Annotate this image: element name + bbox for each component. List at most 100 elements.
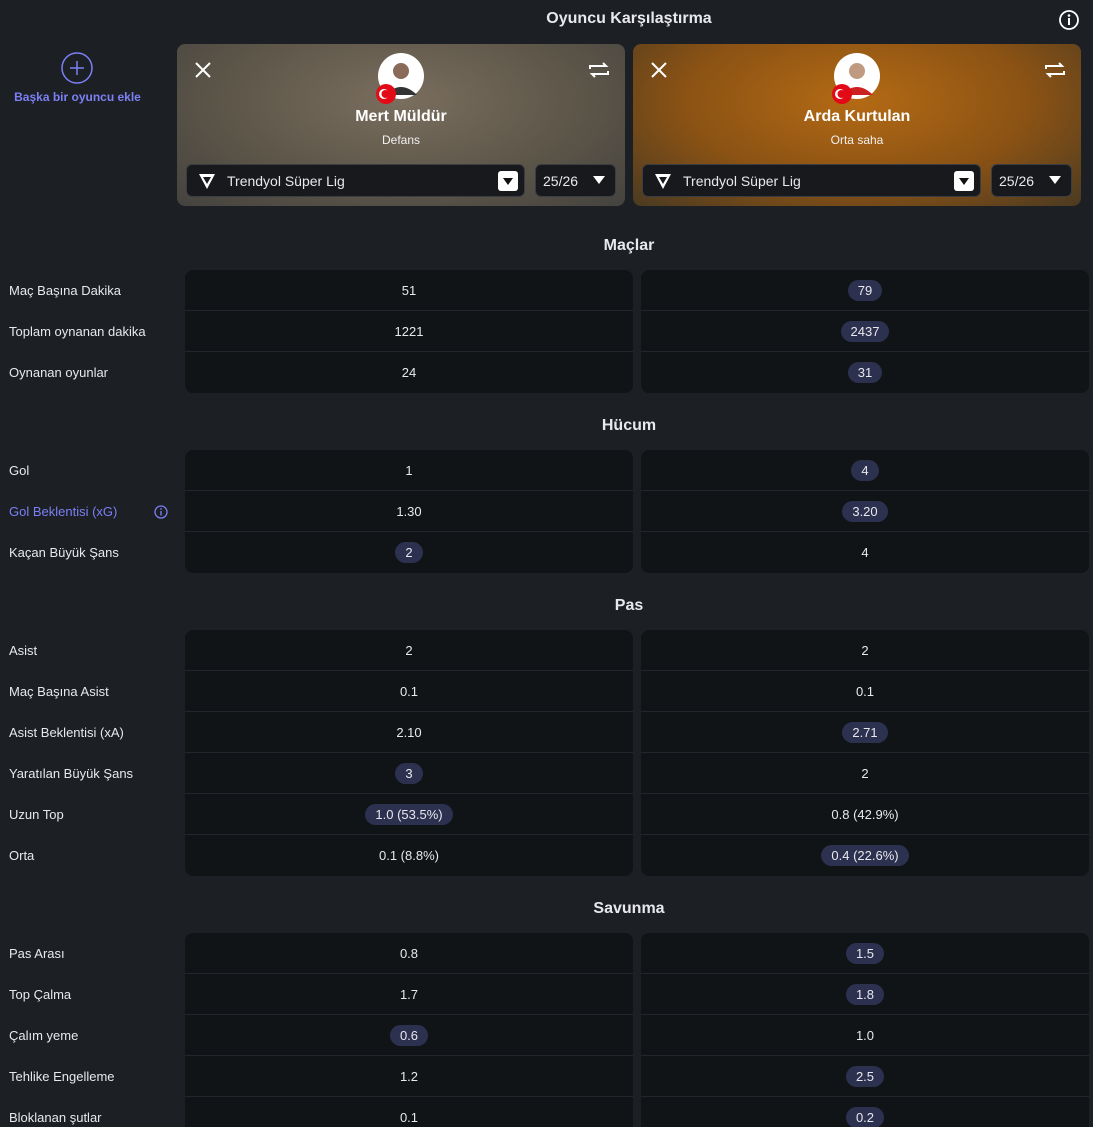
- player-name: Arda Kurtulan: [803, 108, 911, 125]
- stat-label: Maç Başına Asist: [0, 671, 177, 712]
- stat-value: 0.1: [399, 683, 419, 699]
- stat-value: 51: [401, 282, 417, 298]
- stat-cell: 79: [641, 270, 1089, 311]
- stat-value: 2: [395, 541, 423, 563]
- stat-cell: 31: [641, 352, 1089, 393]
- player-card: Arda Kurtulan Orta saha Trendyol Süper L…: [633, 44, 1081, 206]
- league-name: Trendyol Süper Lig: [227, 172, 345, 189]
- stat-cell: 51: [185, 270, 633, 311]
- stat-label-text: Asist: [9, 643, 38, 658]
- stat-cell: 1.8: [641, 974, 1089, 1015]
- stat-value: 1: [405, 462, 413, 478]
- stat-grid: Pas Arası 0.8 1.5 Top Çalma 1.7 1.8 Çalım yeme…: [0, 933, 1093, 1127]
- stat-cell: 2: [185, 630, 633, 671]
- stat-cell: 1.0 (53.5%): [185, 794, 633, 835]
- stat-label: Orta: [0, 835, 177, 876]
- stat-label: Pas Arası: [0, 933, 177, 974]
- stat-label: Tehlike Engelleme: [0, 1056, 177, 1097]
- add-player-icon[interactable]: [60, 51, 94, 85]
- stat-cell: 3.20: [641, 491, 1089, 532]
- section-title: Maçlar: [603, 237, 655, 254]
- season: 25/26: [543, 172, 579, 189]
- stat-cell: 0.1 (8.8%): [185, 835, 633, 876]
- stat-value: 0.1 (8.8%): [379, 847, 439, 863]
- stat-label-text: Çalım yeme: [9, 1028, 79, 1043]
- stat-label-text: Pas Arası: [9, 946, 65, 961]
- stat-label: Top Çalma: [0, 974, 177, 1015]
- stat-value: 0.1: [399, 1109, 419, 1125]
- player-position: Orta saha: [830, 133, 884, 147]
- stat-value: 2.5: [845, 1065, 885, 1087]
- stat-label-text: Bloklanan şutlar: [9, 1110, 102, 1125]
- stat-label: Oynanan oyunlar: [0, 352, 177, 393]
- player-card: Mert Müldür Defans Trendyol Süper Lig 25…: [177, 44, 625, 206]
- info-button[interactable]: [1058, 9, 1080, 31]
- stat-label-text: Top Çalma: [9, 987, 72, 1002]
- stat-label-text: Uzun Top: [9, 807, 64, 822]
- stat-grid: Maç Başına Dakika 51 79 Toplam oynanan daki…: [0, 270, 1093, 393]
- stat-cell: 0.6: [185, 1015, 633, 1056]
- stat-label-text: Orta: [9, 848, 35, 863]
- stat-grid: Asist 2 2 Maç Başına Asist 0.1 0.1 Asist Bekle…: [0, 630, 1093, 876]
- stat-label: Kaçan Büyük Şans: [0, 532, 177, 573]
- league-logo: [199, 173, 215, 189]
- stat-label: Maç Başına Dakika: [0, 270, 177, 311]
- stat-label-text: Tehlike Engelleme: [9, 1069, 115, 1084]
- info-icon[interactable]: [154, 504, 168, 519]
- stat-value: 0.1: [855, 683, 875, 699]
- page-title: Oyuncu Karşılaştırma: [546, 10, 712, 27]
- stat-label-text: Toplam oynanan dakika: [9, 324, 146, 339]
- league-select[interactable]: Trendyol Süper Lig: [186, 164, 525, 197]
- stat-cell: 0.4 (22.6%): [641, 835, 1089, 876]
- stat-cell: 24: [185, 352, 633, 393]
- season-select[interactable]: 25/26: [991, 164, 1072, 197]
- add-player[interactable]: Başka bir oyuncu ekle: [14, 90, 141, 104]
- stat-cell: 1.30: [185, 491, 633, 532]
- player-avatar: [376, 53, 424, 104]
- stat-value: 0.4 (22.6%): [821, 844, 909, 866]
- season: 25/26: [999, 172, 1035, 189]
- stat-value: 4: [861, 544, 869, 560]
- stat-cell: 2.5: [641, 1056, 1089, 1097]
- stat-label-text: Gol: [9, 463, 30, 478]
- stat-label-text: Kaçan Büyük Şans: [9, 545, 119, 560]
- league-select[interactable]: Trendyol Süper Lig: [642, 164, 981, 197]
- stat-cell: 0.8 (42.9%): [641, 794, 1089, 835]
- stat-cell: 4: [641, 532, 1089, 573]
- swap-button[interactable]: [587, 59, 611, 81]
- section-title: Savunma: [593, 900, 665, 917]
- stat-cell: 1.2: [185, 1056, 633, 1097]
- stat-label-text: Maç Başına Asist: [9, 684, 109, 699]
- league-name: Trendyol Süper Lig: [683, 172, 801, 189]
- stat-value: 24: [401, 364, 417, 380]
- remove-button[interactable]: [193, 60, 213, 80]
- stat-cell: 2: [185, 532, 633, 573]
- stat-cell: 1.0: [641, 1015, 1089, 1056]
- stat-cell: 2437: [641, 311, 1089, 352]
- stat-value: 0.8: [399, 945, 419, 961]
- stat-cell: 1.7: [185, 974, 633, 1015]
- section-title: Pas: [614, 597, 644, 614]
- stat-label-text: Asist Beklentisi (xA): [9, 725, 124, 740]
- remove-button[interactable]: [649, 60, 669, 80]
- swap-button[interactable]: [1043, 59, 1067, 81]
- stat-value: 1.8: [845, 983, 885, 1005]
- stat-cell: 2.10: [185, 712, 633, 753]
- stat-label: Gol Beklentisi (xG): [0, 491, 177, 532]
- dropdown-arrow: [954, 171, 974, 191]
- stat-value: 1.0 (53.5%): [365, 803, 453, 825]
- stat-value: 2: [861, 765, 869, 781]
- stat-label-text: Oynanan oyunlar: [9, 365, 109, 380]
- season-select[interactable]: 25/26: [535, 164, 616, 197]
- stat-value: 0.2: [845, 1106, 885, 1127]
- stat-label: Asist: [0, 630, 177, 671]
- stat-value: 2.10: [396, 724, 422, 740]
- stat-cell: 0.1: [185, 1097, 633, 1127]
- stat-label: Toplam oynanan dakika: [0, 311, 177, 352]
- stat-cell: 1: [185, 450, 633, 491]
- stat-cell: 0.1: [641, 671, 1089, 712]
- stat-value: 31: [847, 361, 883, 383]
- stat-value: 0.8 (42.9%): [831, 806, 899, 822]
- stat-sections: Maçlar Maç Başına Dakika 51 79 Toplam oynana…: [0, 213, 1093, 1127]
